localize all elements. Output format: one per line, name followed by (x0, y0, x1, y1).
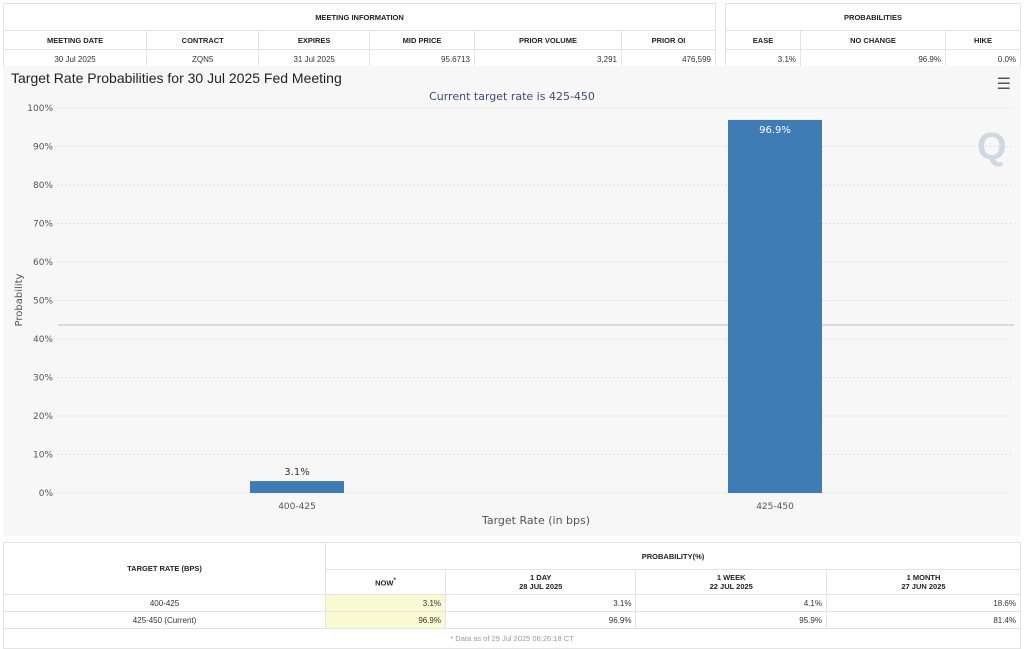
y-tick-label: 70% (33, 220, 53, 230)
col-header: EASE (725, 30, 801, 50)
col-1day: 1 DAY 28 JUL 2025 (444, 569, 637, 595)
probabilities-title: PROBABILITIES (725, 3, 1021, 31)
y-tick-label: 20% (33, 412, 53, 422)
rate-cell: 400-425 (3, 594, 326, 612)
y-tick-label: 60% (33, 258, 53, 268)
bar-400-425[interactable] (250, 481, 344, 493)
chart-container: Target Rate Probabilities for 30 Jul 202… (3, 66, 1021, 536)
y-tick-label: 10% (33, 451, 53, 461)
cell: 81.4% (825, 611, 1022, 629)
col-header: PRIOR OI (621, 30, 716, 50)
hamburger-icon[interactable]: ☰ (996, 76, 1011, 93)
x-tick-label: 425-450 (756, 502, 794, 512)
col-header: PRIOR VOLUME (473, 30, 623, 50)
col-header: MEETING DATE (2, 30, 148, 50)
col-1week: 1 WEEK 22 JUL 2025 (635, 569, 827, 595)
watermark-q-icon: Q (977, 126, 1007, 168)
x-axis-label: Target Rate (in bps) (481, 514, 590, 527)
footnote-mark: * (393, 576, 396, 584)
cell: 96.9% (325, 611, 446, 629)
col-label: NOW (375, 578, 394, 588)
data-label: 96.9% (759, 125, 791, 136)
y-tick-label: 90% (33, 143, 53, 153)
x-tick-label: 400-425 (278, 502, 316, 512)
footnote: * Data as of 29 Jul 2025 06:26:18 CT (3, 628, 1021, 649)
col-date: 28 JUL 2025 (519, 582, 563, 591)
table-row: 400-425 3.1% 3.1% 4.1% 18.6% (3, 594, 1022, 612)
y-tick-label: 30% (33, 374, 53, 384)
cell: 3.1% (325, 594, 446, 612)
y-tick-label: 40% (33, 335, 53, 345)
col-date: 27 JUN 2025 (901, 582, 946, 591)
col-label: 1 WEEK (716, 573, 746, 582)
col-header: MID PRICE (369, 30, 475, 50)
probability-table: TARGET RATE (BPS) PROBABILITY(%) NOW* 1 D… (3, 542, 1022, 649)
col-header: NO CHANGE (800, 30, 946, 50)
y-axis-label: Probability (14, 273, 25, 326)
chart-plot: 0% 10% 20% 30% 40% 50% 60% 70% 80% 90% 100% 3.1% 400… (14, 104, 1014, 527)
table-row: 3.1% 96.9% 0.0% (725, 49, 1021, 69)
y-tick-label: 80% (33, 181, 53, 191)
col-1month: 1 MONTH 27 JUN 2025 (825, 569, 1022, 595)
cell: 96.9% (444, 611, 637, 629)
cell: 95.9% (635, 611, 827, 629)
probability-header: PROBABILITY(%) (325, 542, 1021, 570)
chart-subtitle: Current target rate is 425-450 (429, 90, 595, 103)
svg-text:Q: Q (977, 126, 1007, 168)
col-header: EXPIRES (258, 30, 371, 50)
y-tick-label: 100% (27, 104, 53, 114)
y-tick-label: 0% (39, 489, 54, 499)
cell: 3.1% (444, 594, 637, 612)
meeting-info-title: MEETING INFORMATION (3, 3, 716, 31)
cell: 4.1% (635, 594, 827, 612)
rate-cell: 425-450 (Current) (3, 611, 326, 629)
probabilities-table: PROBABILITIES EASE NO CHANGE HIKE 3.1% 96.9… (725, 3, 1021, 69)
y-tick-label: 50% (33, 297, 53, 307)
col-header: CONTRACT (146, 30, 260, 50)
bar-425-450[interactable] (728, 119, 822, 493)
col-now: NOW* (325, 569, 446, 595)
meeting-information-table: MEETING INFORMATION MEETING DATE CONTRACT… (2, 3, 716, 69)
col-header: HIKE (945, 30, 1021, 50)
col-label: 1 MONTH (906, 573, 941, 582)
col-label: 1 DAY (530, 573, 552, 582)
data-label: 3.1% (284, 467, 309, 478)
col-date: 22 JUL 2025 (709, 582, 753, 591)
table-row: 425-450 (Current) 96.9% 96.9% 95.9% 81.4% (3, 611, 1022, 629)
chart-title: Target Rate Probabilities for 30 Jul 202… (11, 70, 342, 86)
target-rate-header: TARGET RATE (BPS) (3, 542, 326, 595)
cell: 18.6% (825, 594, 1022, 612)
